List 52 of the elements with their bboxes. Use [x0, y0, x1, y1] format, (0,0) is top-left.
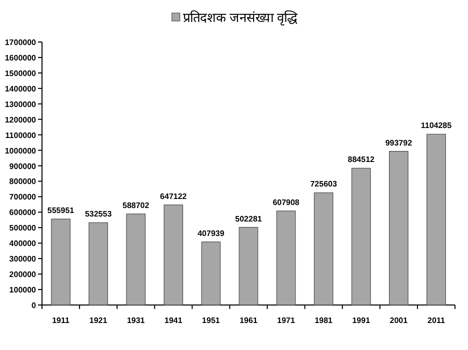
y-tick-label: 1600000: [4, 53, 37, 62]
y-tick-label: 700000: [9, 192, 37, 202]
x-tick-label: 2011: [428, 316, 446, 325]
y-tick-label: 500000: [9, 224, 37, 233]
y-tick-label: 1500000: [4, 68, 37, 78]
data-label: 647122: [160, 192, 188, 201]
y-tick-label: 900000: [9, 162, 37, 171]
x-tick-label: 1941: [164, 316, 183, 325]
y-tick-label: 800000: [9, 177, 37, 186]
bar: [126, 214, 146, 306]
x-tick-label: 1951: [202, 316, 220, 325]
x-tick-label: 1961: [240, 316, 258, 325]
y-tick-label: 0: [32, 301, 37, 310]
bar: [201, 242, 221, 306]
data-label: 532553: [84, 210, 112, 219]
y-tick-label: 100000: [9, 286, 37, 295]
data-label: 725603: [310, 180, 338, 189]
data-label: 1104285: [420, 121, 452, 130]
data-label: 607908: [272, 198, 300, 207]
y-tick-label: 1700000: [4, 38, 37, 47]
y-tick-label: 600000: [9, 208, 37, 218]
y-tick-label: 1200000: [4, 115, 37, 124]
data-label: 993792: [385, 138, 413, 148]
bar: [352, 168, 371, 306]
y-tick-label: 1400000: [4, 84, 37, 94]
bar: [426, 134, 446, 306]
bar: [276, 210, 296, 306]
bar: [88, 222, 108, 306]
bar: [314, 192, 334, 306]
bar: [164, 204, 184, 306]
data-label: 407939: [198, 228, 225, 238]
bar: [238, 227, 258, 306]
y-tick-label: 1100000: [5, 130, 37, 140]
y-tick-label: 1000000: [4, 146, 37, 156]
y-tick-label: 300000: [9, 254, 37, 264]
x-tick-label: 2001: [390, 316, 408, 325]
x-tick-label: 1931: [126, 316, 146, 325]
data-label: 502281: [235, 214, 262, 224]
x-tick-label: 1971: [277, 316, 296, 325]
y-tick-label: 200000: [9, 270, 37, 280]
bar: [389, 151, 408, 306]
bar: [51, 218, 70, 306]
x-tick-label: 1911: [52, 316, 70, 325]
y-tick-label: 1300000: [4, 100, 37, 109]
x-tick-label: 1991: [352, 316, 371, 325]
legend-label: प्रतिदशक जनसंख्या वृद्धि: [182, 10, 298, 26]
data-label: 555951: [47, 206, 75, 215]
x-tick-label: 1981: [314, 316, 334, 325]
data-label: 588702: [122, 200, 150, 210]
x-tick-label: 1921: [89, 316, 108, 325]
y-tick-label: 400000: [9, 239, 37, 248]
data-label: 884512: [348, 155, 376, 164]
